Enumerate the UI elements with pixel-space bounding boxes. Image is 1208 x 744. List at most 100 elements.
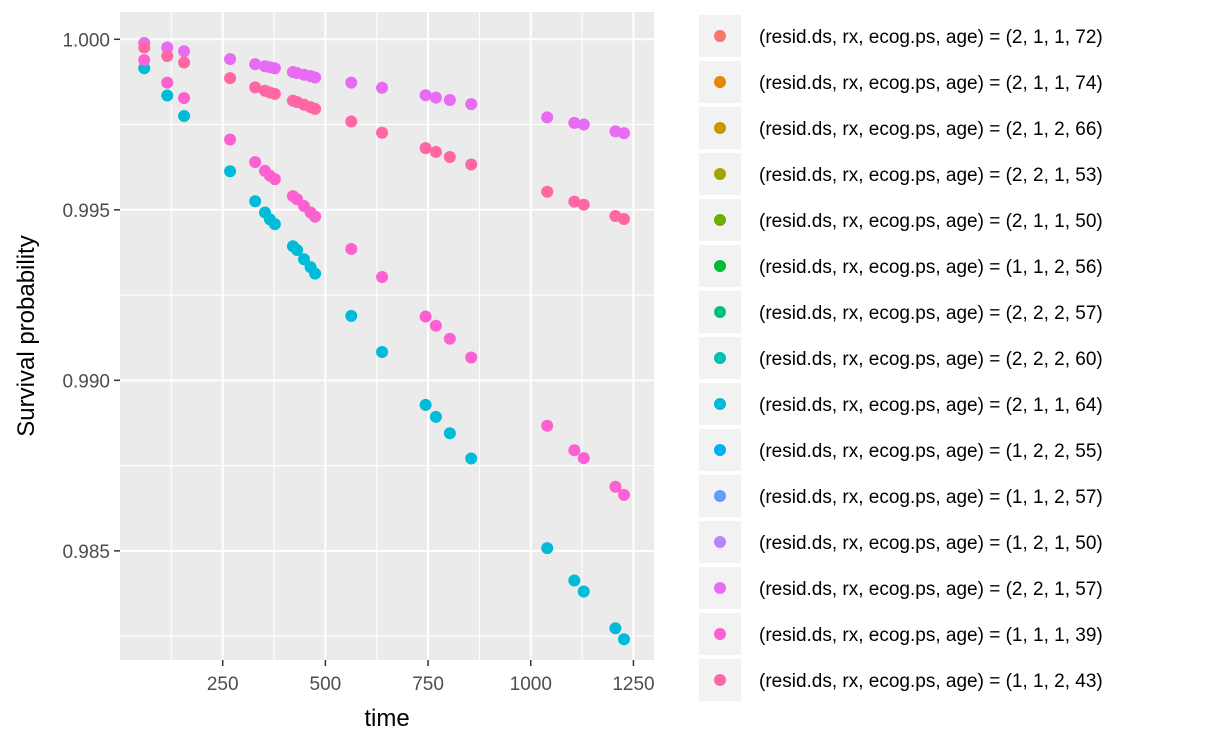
x-axis-ticks: 250 500 750 1000 1250 [207, 660, 655, 695]
legend-swatch [714, 398, 726, 410]
legend-swatch [714, 306, 726, 318]
data-point [541, 185, 554, 198]
data-point [138, 54, 151, 67]
legend-label: (resid.ds, rx, ecog.ps, age) = (1, 2, 1,… [759, 533, 1103, 554]
data-point [443, 150, 456, 163]
legend-label: (resid.ds, rx, ecog.ps, age) = (2, 1, 1,… [759, 27, 1103, 48]
data-point [609, 622, 622, 635]
data-point [376, 270, 389, 283]
data-point [419, 89, 432, 102]
y-axis-label: Survival probability [13, 235, 40, 436]
legend-swatch [714, 490, 726, 502]
data-point [568, 444, 581, 457]
legend-label: (resid.ds, rx, ecog.ps, age) = (2, 1, 1,… [759, 395, 1103, 416]
legend-label: (resid.ds, rx, ecog.ps, age) = (1, 1, 2,… [759, 671, 1103, 692]
legend-swatch [714, 76, 726, 88]
data-point [443, 427, 456, 440]
data-point [577, 118, 590, 131]
x-tick-label: 500 [310, 674, 342, 695]
data-point [249, 58, 262, 71]
data-point [268, 218, 281, 231]
legend: (resid.ds, rx, ecog.ps, age) = (2, 1, 1,… [699, 15, 1103, 701]
data-point [568, 116, 581, 129]
data-point [443, 93, 456, 106]
legend-swatch [714, 214, 726, 226]
data-point [541, 111, 554, 124]
data-point [609, 480, 622, 493]
data-point [419, 310, 432, 323]
legend-label: (resid.ds, rx, ecog.ps, age) = (2, 1, 2,… [759, 119, 1103, 140]
data-point [249, 81, 262, 94]
data-point [178, 56, 191, 69]
data-point [577, 452, 590, 465]
legend-label: (resid.ds, rx, ecog.ps, age) = (2, 2, 2,… [759, 303, 1103, 324]
data-point [298, 253, 311, 266]
legend-swatch [714, 30, 726, 42]
legend-label: (resid.ds, rx, ecog.ps, age) = (2, 1, 1,… [759, 211, 1103, 232]
data-point [376, 81, 389, 94]
data-point [309, 267, 322, 280]
y-axis-ticks: 0.985 0.990 0.995 1.000 [62, 30, 120, 563]
data-point [345, 309, 358, 322]
y-tick-label: 0.990 [62, 371, 110, 392]
data-point [178, 110, 191, 123]
data-point [249, 195, 262, 208]
data-point [268, 62, 281, 75]
legend-swatch [714, 260, 726, 272]
legend-swatch [714, 444, 726, 456]
data-point [178, 91, 191, 104]
data-point [541, 419, 554, 432]
data-point [568, 574, 581, 587]
legend-label: (resid.ds, rx, ecog.ps, age) = (1, 1, 1,… [759, 625, 1103, 646]
data-point [465, 158, 478, 171]
legend-swatch [714, 352, 726, 364]
data-point [465, 351, 478, 364]
data-point [345, 243, 358, 256]
data-point [419, 398, 432, 411]
data-point [577, 585, 590, 598]
data-point [376, 346, 389, 359]
data-point [345, 76, 358, 89]
y-tick-label: 0.985 [62, 542, 110, 563]
data-point [224, 133, 237, 146]
data-point [268, 173, 281, 186]
data-point [429, 145, 442, 158]
data-point [568, 195, 581, 208]
data-points [138, 37, 631, 646]
data-point [345, 115, 358, 128]
legend-swatch [714, 168, 726, 180]
data-point [309, 102, 322, 115]
data-point [161, 76, 174, 89]
legend-label: (resid.ds, rx, ecog.ps, age) = (2, 2, 1,… [759, 165, 1103, 186]
x-tick-label: 750 [412, 674, 444, 695]
legend-label: (resid.ds, rx, ecog.ps, age) = (2, 2, 1,… [759, 579, 1103, 600]
data-point [618, 488, 631, 501]
data-point [419, 142, 432, 155]
data-point [224, 53, 237, 66]
y-tick-label: 1.000 [62, 30, 110, 51]
data-point [309, 71, 322, 84]
legend-label: (resid.ds, rx, ecog.ps, age) = (2, 1, 1,… [759, 73, 1103, 94]
data-point [618, 127, 631, 140]
data-point [309, 210, 322, 223]
data-point [443, 332, 456, 345]
data-point [249, 156, 262, 169]
data-point [178, 45, 191, 58]
data-point [618, 633, 631, 646]
data-point [161, 49, 174, 62]
legend-label: (resid.ds, rx, ecog.ps, age) = (1, 2, 2,… [759, 441, 1103, 462]
data-point [429, 410, 442, 423]
data-point [161, 89, 174, 102]
plot-panel [120, 12, 654, 660]
data-point [429, 319, 442, 332]
legend-swatch [714, 536, 726, 548]
data-point [618, 213, 631, 226]
legend-swatch [714, 122, 726, 134]
legend-label: (resid.ds, rx, ecog.ps, age) = (1, 1, 2,… [759, 257, 1103, 278]
major-gridlines [120, 12, 654, 660]
data-point [541, 542, 554, 555]
legend-label: (resid.ds, rx, ecog.ps, age) = (2, 2, 2,… [759, 349, 1103, 370]
legend-swatch [714, 628, 726, 640]
data-point [465, 452, 478, 465]
